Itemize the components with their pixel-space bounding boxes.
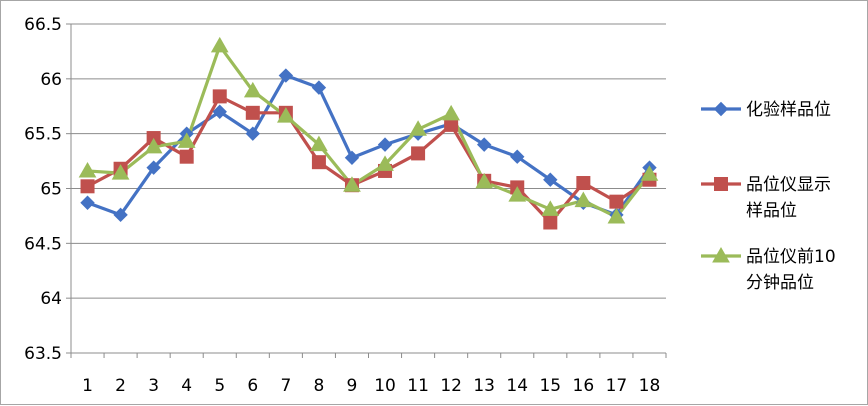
y-tick-label: 64 (40, 289, 62, 309)
series-line-1 (86, 73, 651, 217)
data-point (510, 149, 525, 164)
legend-marker (714, 177, 728, 191)
x-axis-ticks: 1 2 3 4 5 6 7 8 9 10 11 12 13 14 15 16 17 18 (70, 353, 667, 396)
y-tick-label: 66.5 (24, 15, 62, 35)
data-point (276, 107, 295, 123)
x-tick-label: 18 (639, 376, 661, 396)
data-point (376, 155, 394, 171)
x-tick-label: 8 (314, 376, 325, 396)
data-point (245, 105, 260, 120)
data-point (343, 176, 361, 192)
data-point (177, 132, 196, 148)
x-tick-label: 17 (606, 376, 628, 396)
data-point (411, 146, 426, 161)
gridlines (71, 23, 666, 299)
data-point (78, 161, 97, 178)
series-lines (86, 44, 651, 225)
data-point (476, 137, 492, 152)
data-point (475, 172, 494, 189)
data-point (640, 165, 659, 181)
legend-marker (713, 101, 729, 117)
x-tick-label: 5 (214, 376, 225, 396)
x-tick-label: 15 (539, 376, 561, 396)
data-point (311, 80, 327, 95)
x-tick-label: 4 (181, 376, 192, 396)
x-tick-label: 6 (247, 376, 258, 396)
y-tick-label: 66 (40, 70, 62, 90)
data-point (607, 208, 626, 224)
data-point (212, 89, 227, 104)
legend-label: 品位仪显示 (746, 175, 831, 195)
x-tick-label: 12 (440, 376, 462, 396)
data-point (442, 104, 461, 121)
data-point (609, 194, 624, 209)
data-point (210, 36, 229, 53)
data-point (576, 176, 591, 191)
y-tick-label: 64.5 (24, 234, 62, 254)
x-tick-label: 14 (506, 376, 528, 396)
x-tick-label: 3 (148, 376, 159, 396)
data-point (409, 120, 427, 136)
data-point (179, 149, 194, 164)
data-point (311, 155, 326, 170)
x-tick-label: 2 (115, 376, 126, 396)
data-point (113, 207, 128, 223)
data-point (310, 135, 328, 152)
data-point (146, 160, 161, 175)
data-point (80, 179, 95, 194)
data-point (212, 104, 227, 119)
data-point (111, 164, 130, 180)
data-point (344, 150, 360, 166)
data-point (245, 126, 261, 141)
legend-label: 品位仪前10 (746, 247, 836, 267)
x-tick-label: 13 (473, 376, 495, 396)
series-line-2 (86, 94, 651, 225)
x-tick-label: 11 (407, 376, 429, 396)
x-tick-label: 1 (82, 376, 93, 396)
x-tick-label: 7 (280, 376, 291, 396)
legend-label: 分钟品位 (746, 273, 814, 293)
data-point (541, 200, 560, 216)
y-tick-label: 65 (40, 180, 62, 200)
legend-label: 样品位 (746, 201, 797, 221)
y-tick-label: 63.5 (24, 344, 62, 364)
legend-marker (712, 246, 730, 263)
y-tick-label: 65.5 (24, 125, 62, 145)
data-point (243, 81, 262, 98)
data-point (574, 191, 593, 208)
data-point (278, 68, 294, 83)
data-point (80, 195, 95, 210)
x-tick-label: 9 (347, 376, 358, 396)
y-axis-ticks: 63.5 64 64.5 65 65.5 66 66.5 (24, 15, 71, 364)
data-point (144, 137, 163, 154)
data-point (543, 172, 558, 187)
legend-label: 化验样品位 (746, 100, 831, 120)
data-point (508, 186, 527, 202)
x-tick-label: 10 (374, 376, 396, 396)
data-point (543, 215, 558, 230)
x-tick-label: 16 (573, 376, 595, 396)
data-point (377, 137, 393, 152)
series-markers (78, 36, 659, 230)
